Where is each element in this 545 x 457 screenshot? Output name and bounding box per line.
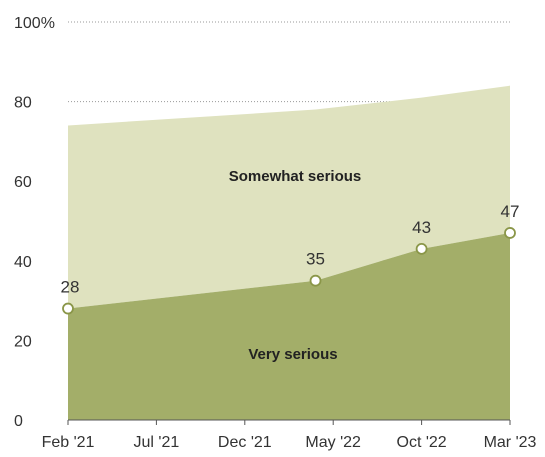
data-label: 47 xyxy=(501,202,520,221)
data-label: 35 xyxy=(306,250,325,269)
data-label: 28 xyxy=(61,278,80,297)
data-point-marker xyxy=(504,227,516,239)
area-very-serious xyxy=(68,232,510,420)
y-tick-label: 20 xyxy=(14,333,32,350)
stacked-areas xyxy=(68,85,510,420)
data-point-marker xyxy=(62,302,74,315)
y-tick-label: 100% xyxy=(14,15,55,32)
x-tick-label: Dec '21 xyxy=(218,434,272,451)
series-label-somewhat-serious: Somewhat serious xyxy=(229,168,362,185)
y-tick-label: 40 xyxy=(14,254,32,271)
x-tick-label: Jul '21 xyxy=(134,434,180,451)
data-point-marker xyxy=(415,242,428,255)
data-label: 43 xyxy=(412,218,431,237)
x-tick-label: Mar '23 xyxy=(484,434,537,451)
data-point-marker xyxy=(309,274,322,287)
data-markers xyxy=(62,227,516,315)
y-tick-label: 80 xyxy=(14,95,32,112)
x-axis: Feb '21 Jul '21 Dec '21 May '22 Oct '22 Mar '… xyxy=(42,419,537,451)
x-tick-label: Oct '22 xyxy=(397,434,447,451)
y-tick-label: 60 xyxy=(14,174,32,191)
area-somewhat-serious xyxy=(68,85,510,309)
x-tick-label: May '22 xyxy=(305,434,361,451)
series-label-very-serious: Very serious xyxy=(248,346,337,363)
series-labels: Somewhat serious Very serious xyxy=(229,168,362,363)
x-tick-label: Feb '21 xyxy=(42,434,95,451)
y-tick-label: 0 xyxy=(14,413,23,430)
data-labels: 28 35 43 47 xyxy=(61,202,520,297)
y-axis: 0 20 40 60 80 100% xyxy=(14,15,55,430)
